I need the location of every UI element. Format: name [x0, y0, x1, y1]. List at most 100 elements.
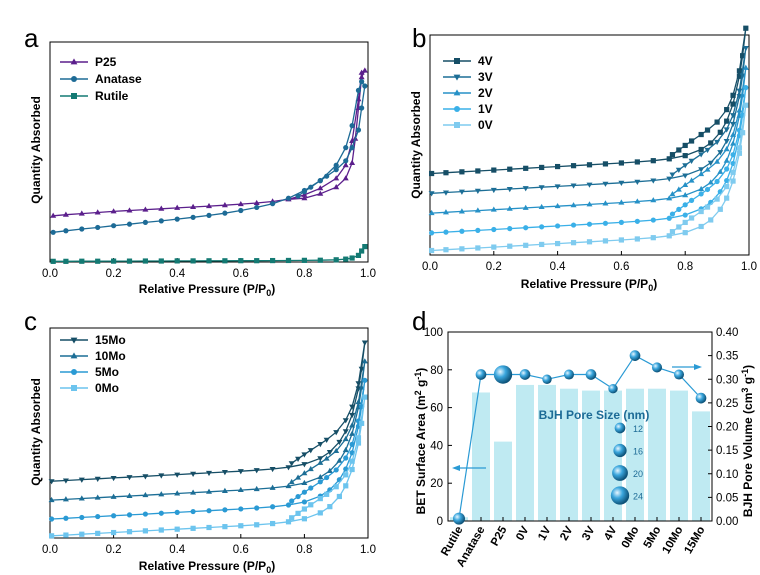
panel-c-series-10Mo-point: [48, 496, 55, 503]
panel-b-series-3V-point: [742, 46, 749, 52]
panel-c-series-15Mo-point: [361, 340, 368, 346]
panel-b-series-2V-point: [602, 200, 609, 206]
panel-a-series-P25-point: [237, 200, 244, 207]
panel-b-series-3V-point: [682, 163, 689, 169]
panel-c-series-0Mo-point: [142, 528, 148, 534]
panel-b-series-4V-point: [740, 53, 746, 59]
panel-c-series-15Mo-point: [301, 462, 308, 468]
panel-b-series-0V-point: [736, 150, 743, 156]
panel-b-series-0V-point: [743, 102, 749, 108]
panel-c-series-5Mo-point: [95, 513, 101, 520]
panel-d-xtick-label: P25: [489, 524, 510, 548]
panel-d-arrow-right-head: [694, 364, 702, 370]
panel-b: b Quantity Absorbed Relative Pressure (P…: [409, 23, 757, 293]
panel-c-series-15Mo-point: [206, 470, 212, 477]
panel-c-xtick-label: 0.4: [169, 544, 186, 556]
panel-c-series-0Mo-point: [349, 466, 355, 473]
panel-c-series-10Mo-point: [349, 430, 356, 436]
panel-label-a: a: [24, 23, 39, 53]
panel-d-arrow-left-head: [452, 465, 460, 471]
panel-b-series-4V-point: [698, 146, 704, 153]
panel-b-series-0V-point: [602, 238, 609, 244]
panel-c-series-0Mo-point: [317, 510, 323, 516]
panel-b-series-3V-point: [650, 178, 657, 184]
panel-a: a Quantity Absorbed Relative Pressure (P…: [24, 23, 376, 298]
panel-b-legend-marker-1V: [454, 106, 460, 112]
panel-b-xtick-label: 0.4: [550, 261, 567, 273]
panel-a-xtick-label: 0.0: [42, 268, 58, 280]
panel-label-d: d: [412, 306, 426, 336]
panel-c-series-10Mo-point: [126, 492, 133, 498]
panel-a-series-P25-point: [317, 190, 324, 196]
panel-a-series-Anatase-point: [206, 212, 212, 218]
panel-b-series-3V-point: [714, 139, 721, 146]
panel-c-series-10Mo-point: [94, 494, 101, 500]
panel-a-ylabel: Quantity Absorbed: [29, 96, 43, 204]
panel-c-series-5Mo-point: [111, 513, 117, 519]
panel-c-xtick-label: 0.2: [106, 544, 122, 556]
panel-c-series-5Mo-point: [333, 467, 339, 473]
panel-b-series-1V-point: [682, 212, 688, 218]
panel-d-pore-legend-label: 16: [633, 447, 643, 457]
panel-c-series-5Mo-point: [285, 502, 292, 508]
panel-b-legend-label-2V: 2V: [478, 86, 493, 100]
panel-d-pore-ball: [493, 365, 513, 384]
panel-c-series-5Mo-point: [301, 489, 307, 495]
panel-c-series-15Mo-point: [174, 472, 181, 478]
panel-a-series-Anatase-point: [343, 158, 349, 164]
panel-b-legend-label-3V: 3V: [478, 70, 493, 84]
panel-c-series-5Mo-point: [324, 474, 330, 481]
panel-b-series-1V-point: [730, 152, 736, 158]
panel-a-series-P25-point: [349, 159, 356, 165]
panel-c-series-0Mo-point: [63, 532, 69, 538]
panel-b-series-3V-point: [723, 127, 730, 133]
panel-d-pore-ball: [673, 369, 685, 380]
panel-d-xtick-label: 0Mo: [620, 525, 642, 551]
panel-b-legend-label-0V: 0V: [478, 118, 493, 132]
panel-a-series-P25-point: [158, 205, 165, 211]
panel-b-series-0V-point: [666, 233, 672, 239]
panel-b-series-3V-point: [669, 172, 676, 178]
panel-a-series-Anatase-point: [359, 105, 365, 111]
panel-c-series-0Mo-point: [254, 522, 260, 528]
panel-b-series-0V-point: [570, 240, 577, 246]
panel-b-series-3V-point: [522, 186, 529, 192]
panel-b-series-0V-point: [724, 184, 730, 190]
panel-b-series-0V-point: [475, 245, 481, 251]
panel-c-series-15Mo-point: [158, 473, 165, 479]
panel-c-series-10Mo-point: [285, 482, 292, 489]
panel-c-series-10Mo-point: [336, 457, 343, 463]
panel-c-series-10Mo-point: [174, 490, 181, 496]
panel-b-series-0V-point: [682, 219, 688, 226]
panel-d-bar: [692, 411, 710, 521]
panel-c: c Quantity Absorbed Relative Pressure (P…: [24, 306, 376, 575]
panel-d-ytick2-label: 0.10: [716, 469, 738, 481]
panel-b-series-1V-point: [688, 197, 695, 203]
panel-a-series-Rutile-point: [174, 258, 180, 264]
panel-b-series-1V-point: [724, 177, 730, 184]
panel-b-series-4V-point: [682, 153, 688, 159]
panel-a-series-P25-point: [333, 175, 340, 181]
panel-d-pore-legend-label: 20: [633, 469, 643, 479]
panel-b-series-4V-point: [618, 160, 624, 166]
panel-b-series-3V-point: [704, 147, 711, 154]
panel-c-series-15Mo-point: [317, 456, 324, 462]
panel-c-series-5Mo-point: [317, 479, 323, 485]
panel-c-series-15Mo-point: [78, 477, 85, 483]
panel-b-series-0V-point: [539, 241, 545, 248]
panel-b-series-2V-point: [554, 202, 561, 209]
panel-b-series-1V-point: [555, 223, 561, 229]
panel-a-xtick-label: 0.6: [233, 268, 249, 280]
panel-label-b: b: [412, 23, 426, 53]
panel-b-legend-marker-4V: [454, 58, 460, 64]
panel-d-xtick-label: 1V: [536, 524, 554, 542]
panel-b-series-3V-point: [723, 138, 730, 145]
panel-d-pore-ball: [519, 369, 531, 380]
panel-d-bar: [538, 384, 556, 521]
panel-d-ytick-label: 60: [430, 403, 443, 415]
panel-d-ytick-label: 100: [424, 327, 443, 339]
panel-c-legend-label-15Mo: 15Mo: [95, 333, 126, 347]
panel-a-series-Anatase-point: [333, 162, 339, 168]
panel-b-xtick-label: 0.6: [613, 261, 629, 273]
